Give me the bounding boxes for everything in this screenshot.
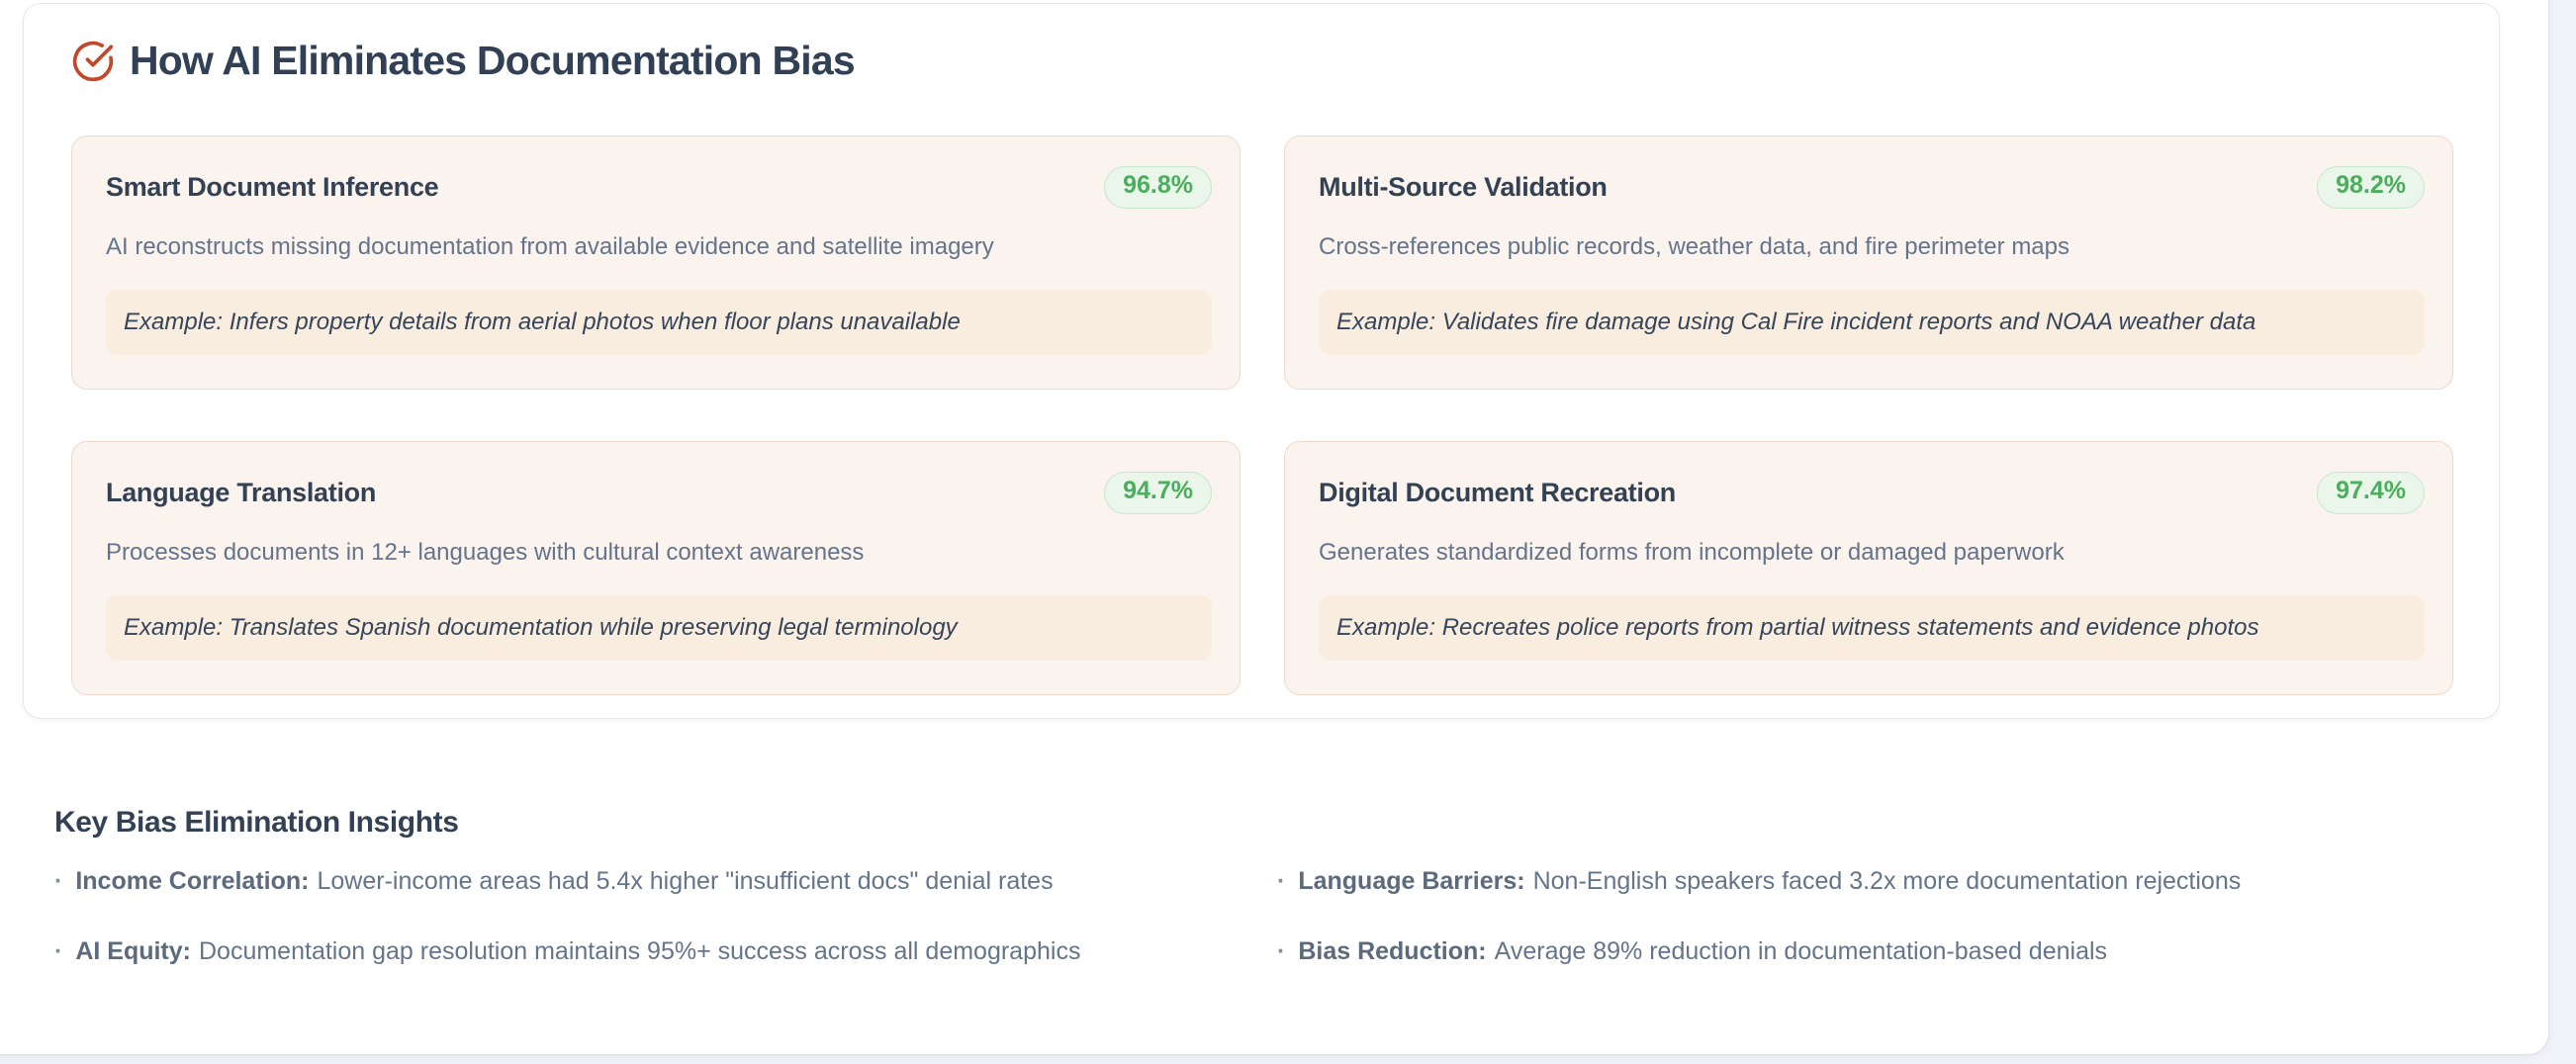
feature-card-title: Smart Document Inference [106, 171, 439, 202]
insight-label: Language Barriers: [1298, 867, 1525, 895]
section-header: How AI Eliminates Documentation Bias [71, 38, 2453, 84]
insight-text: Non-English speakers faced 3.2x more doc… [1532, 867, 2242, 895]
content-area: How AI Eliminates Documentation Bias Sma… [1, 1, 2503, 966]
feature-card-example: Example: Translates Spanish documentatio… [106, 594, 1212, 662]
feature-card-example: Example: Validates fire damage using Cal… [1319, 289, 2425, 356]
feature-card-title: Multi-Source Validation [1319, 171, 1608, 202]
score-badge: 97.4% [2317, 472, 2425, 514]
bullet-icon: · [1277, 867, 1286, 895]
feature-card-header: Multi-Source Validation 98.2% [1319, 166, 2425, 209]
score-badge: 98.2% [2317, 166, 2425, 209]
insight-item: · Language Barriers: Non-English speakers … [1277, 867, 2500, 897]
circle-check-icon [71, 40, 115, 83]
feature-card: Language Translation 94.7% Processes doc… [71, 441, 1241, 696]
feature-card-description: Cross-references public records, weather… [1319, 232, 2070, 260]
insight-text: Average 89% reduction in documentation-b… [1494, 936, 2108, 965]
feature-card-header: Language Translation 94.7% [106, 472, 1212, 514]
feature-cards-grid: Smart Document Inference 96.8% AI recons… [71, 135, 2453, 696]
bullet-icon: · [54, 936, 63, 965]
feature-card: Digital Document Recreation 97.4% Genera… [1284, 441, 2453, 696]
feature-card: Multi-Source Validation 98.2% Cross-refe… [1284, 135, 2453, 391]
bullet-icon: · [1277, 936, 1286, 965]
score-badge: 96.8% [1104, 166, 1212, 209]
feature-card-title: Digital Document Recreation [1319, 477, 1676, 507]
insights-grid: · Income Correlation: Lower-income areas h… [54, 867, 2500, 966]
insights-heading: Key Bias Elimination Insights [54, 806, 459, 839]
insight-item: · AI Equity: Documentation gap resolution … [54, 937, 1277, 967]
insight-item: · Bias Reduction: Average 89% reduction in… [1277, 937, 2500, 967]
feature-card-header: Digital Document Recreation 97.4% [1319, 472, 2425, 514]
feature-card-description: AI reconstructs missing documentation fr… [106, 232, 994, 260]
bullet-icon: · [54, 867, 63, 895]
feature-card-header: Smart Document Inference 96.8% [106, 166, 1212, 209]
ai-documentation-section-card: How AI Eliminates Documentation Bias Sma… [23, 3, 2500, 719]
insight-item: · Income Correlation: Lower-income areas h… [54, 867, 1277, 897]
score-badge: 94.7% [1104, 472, 1212, 514]
insights-section: Key Bias Elimination Insights · Income Co… [54, 806, 2500, 966]
insight-label: Income Correlation: [75, 867, 310, 895]
section-title: How AI Eliminates Documentation Bias [130, 38, 856, 83]
insight-label: Bias Reduction: [1298, 936, 1487, 965]
feature-card-example: Example: Infers property details from ae… [106, 289, 1212, 356]
insight-text: Lower-income areas had 5.4x higher "insu… [317, 867, 1054, 895]
feature-card-description: Generates standardized forms from incomp… [1319, 538, 2065, 566]
insight-label: AI Equity: [75, 936, 191, 965]
insight-text: Documentation gap resolution maintains 9… [199, 936, 1081, 965]
feature-card-description: Processes documents in 12+ languages wit… [106, 538, 865, 566]
feature-card-example: Example: Recreates police reports from p… [1319, 594, 2425, 662]
feature-card-title: Language Translation [106, 477, 377, 507]
feature-card: Smart Document Inference 96.8% AI recons… [71, 135, 1241, 391]
